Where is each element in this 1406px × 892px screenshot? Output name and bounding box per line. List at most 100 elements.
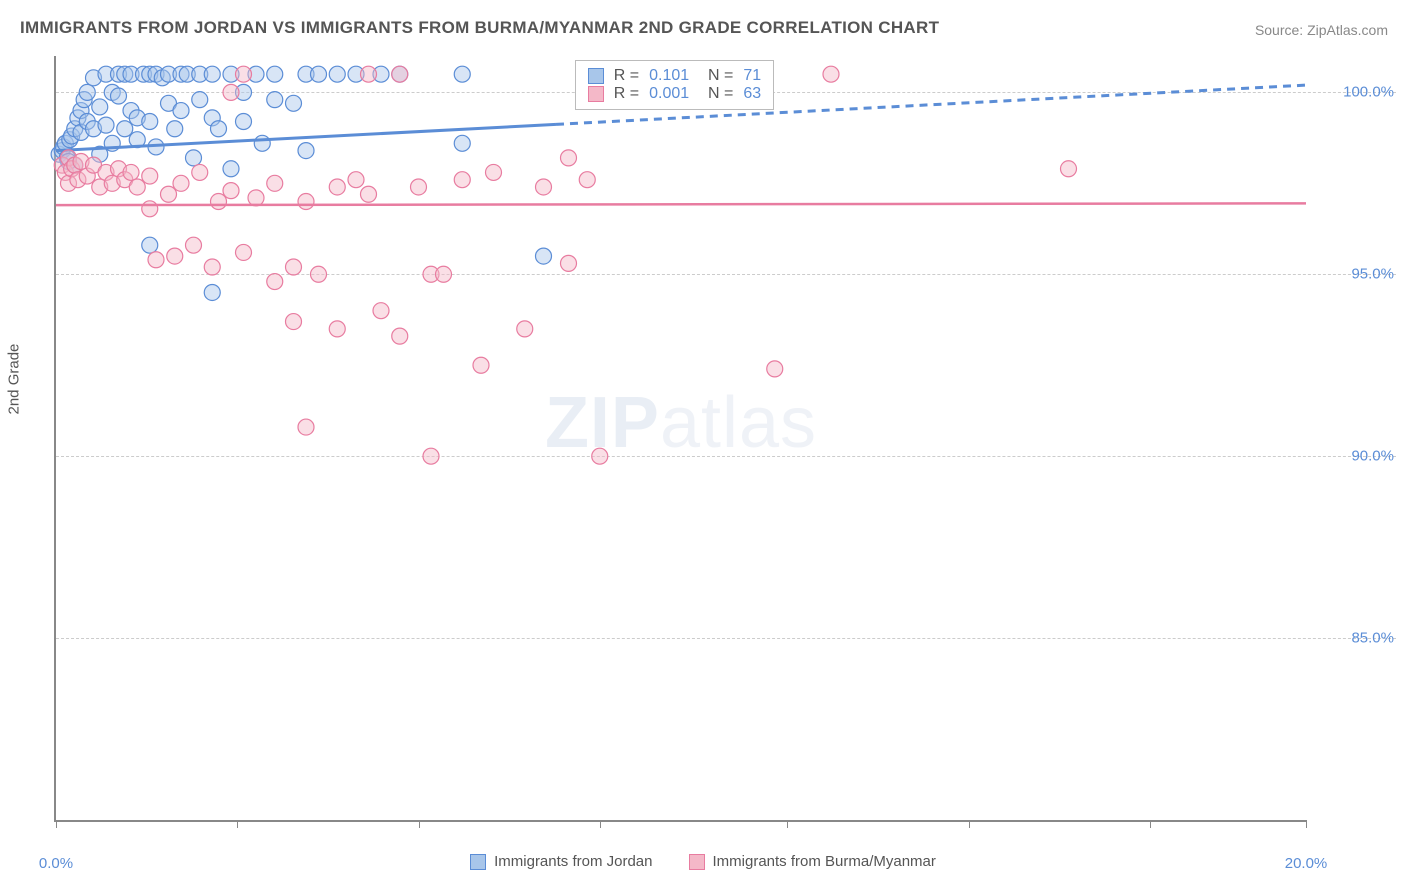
data-point <box>117 121 133 137</box>
data-point <box>436 266 452 282</box>
data-point <box>348 172 364 188</box>
data-point <box>129 179 145 195</box>
legend-r-value: 0.001 <box>649 85 689 103</box>
data-point <box>142 113 158 129</box>
data-point <box>186 237 202 253</box>
data-point <box>454 135 470 151</box>
data-point <box>111 88 127 104</box>
x-tick <box>787 820 788 828</box>
data-point <box>536 248 552 264</box>
data-point <box>286 95 302 111</box>
legend-swatch <box>588 86 604 102</box>
data-point <box>192 164 208 180</box>
data-point <box>373 303 389 319</box>
data-point <box>192 92 208 108</box>
legend-swatch <box>588 68 604 84</box>
data-point <box>329 66 345 82</box>
data-point <box>267 92 283 108</box>
data-point <box>267 66 283 82</box>
x-tick <box>1150 820 1151 828</box>
data-point <box>236 244 252 260</box>
trend-line-solid <box>56 203 1306 205</box>
data-point <box>236 113 252 129</box>
legend-n-value: 71 <box>743 67 761 85</box>
data-point <box>579 172 595 188</box>
data-point <box>329 321 345 337</box>
data-point <box>173 103 189 119</box>
data-point <box>311 266 327 282</box>
data-point <box>361 186 377 202</box>
data-point <box>392 66 408 82</box>
bottom-legend: Immigrants from Jordan Immigrants from Bu… <box>0 853 1406 870</box>
y-tick-label: 90.0% <box>1351 448 1394 465</box>
legend-r-value: 0.101 <box>649 67 689 85</box>
chart-svg <box>56 56 1306 820</box>
legend-swatch <box>689 854 705 870</box>
bottom-legend-item: Immigrants from Jordan <box>470 853 652 870</box>
bottom-legend-item: Immigrants from Burma/Myanmar <box>689 853 936 870</box>
data-point <box>517 321 533 337</box>
data-point <box>454 66 470 82</box>
x-tick <box>969 820 970 828</box>
legend-r-label: R = <box>614 85 639 103</box>
data-point <box>254 135 270 151</box>
data-point <box>211 121 227 137</box>
scatter-plot-area: ZIPatlas 85.0%90.0%95.0%100.0%0.0%20.0% … <box>54 56 1306 822</box>
data-point <box>142 201 158 217</box>
data-point <box>142 237 158 253</box>
data-point <box>223 183 239 199</box>
legend-row: R = 0.101 N = 71 <box>588 67 761 85</box>
data-point <box>223 161 239 177</box>
chart-source: Source: ZipAtlas.com <box>1255 22 1388 38</box>
data-point <box>186 150 202 166</box>
y-tick-label: 100.0% <box>1343 84 1394 101</box>
y-axis-label: 2nd Grade <box>6 344 23 415</box>
legend-n-value: 63 <box>743 85 761 103</box>
data-point <box>248 190 264 206</box>
data-point <box>223 84 239 100</box>
x-tick <box>237 820 238 828</box>
data-point <box>123 164 139 180</box>
data-point <box>98 117 114 133</box>
data-point <box>473 357 489 373</box>
data-point <box>286 314 302 330</box>
data-point <box>267 274 283 290</box>
legend-r-label: R = <box>614 67 639 85</box>
data-point <box>486 164 502 180</box>
x-tick <box>1306 820 1307 828</box>
legend-label: Immigrants from Burma/Myanmar <box>713 853 936 870</box>
data-point <box>329 179 345 195</box>
data-point <box>298 419 314 435</box>
data-point <box>236 66 252 82</box>
data-point <box>142 168 158 184</box>
x-tick <box>419 820 420 828</box>
data-point <box>311 66 327 82</box>
legend-row: R = 0.001 N = 63 <box>588 85 761 103</box>
data-point <box>411 179 427 195</box>
data-point <box>173 175 189 191</box>
data-point <box>536 179 552 195</box>
data-point <box>286 259 302 275</box>
data-point <box>1061 161 1077 177</box>
chart-title: IMMIGRANTS FROM JORDAN VS IMMIGRANTS FRO… <box>20 18 939 38</box>
data-point <box>204 284 220 300</box>
y-tick-label: 95.0% <box>1351 266 1394 283</box>
data-point <box>392 328 408 344</box>
y-tick-label: 85.0% <box>1351 630 1394 647</box>
legend-swatch <box>470 854 486 870</box>
data-point <box>423 448 439 464</box>
data-point <box>204 259 220 275</box>
data-point <box>92 99 108 115</box>
data-point <box>561 150 577 166</box>
data-point <box>167 121 183 137</box>
legend-label: Immigrants from Jordan <box>494 853 652 870</box>
correlation-legend: R = 0.101 N = 71 R = 0.001 N = 63 <box>575 60 774 110</box>
data-point <box>298 143 314 159</box>
x-tick <box>56 820 57 828</box>
data-point <box>148 252 164 268</box>
data-point <box>592 448 608 464</box>
x-tick <box>600 820 601 828</box>
legend-n-label: N = <box>699 85 733 103</box>
data-point <box>204 66 220 82</box>
data-point <box>267 175 283 191</box>
